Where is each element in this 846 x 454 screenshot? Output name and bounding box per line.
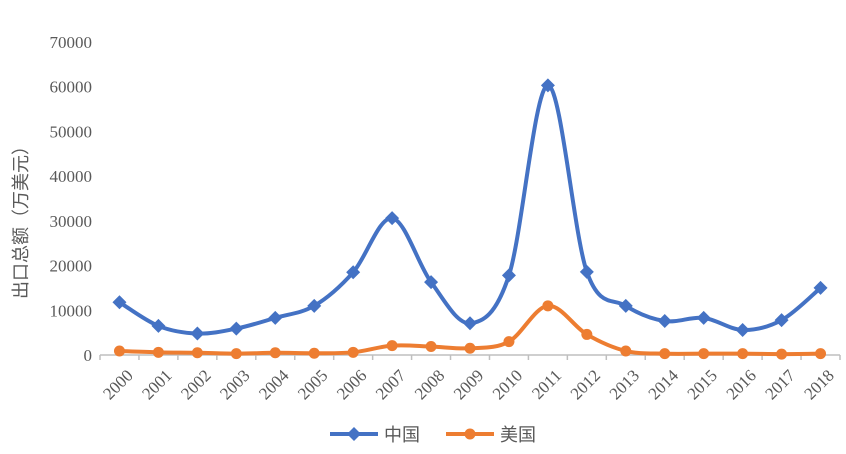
y-tick-label: 60000 <box>50 78 93 97</box>
x-tick-label: 2011 <box>528 366 565 403</box>
y-tick-label: 0 <box>84 346 93 365</box>
x-tick-label: 2001 <box>138 366 175 403</box>
data-point <box>191 347 203 359</box>
x-tick-label: 2018 <box>800 366 837 403</box>
data-point <box>542 300 554 312</box>
legend-marker <box>347 427 361 441</box>
y-tick-label: 10000 <box>50 301 93 320</box>
data-point <box>696 310 711 325</box>
x-tick-label: 2009 <box>450 366 487 403</box>
data-point <box>581 328 593 340</box>
legend: 中国 美国 <box>330 425 536 446</box>
y-tick-label: 20000 <box>50 257 93 276</box>
data-point <box>269 347 281 359</box>
x-tick-label: 2000 <box>99 366 136 403</box>
data-point <box>386 340 398 352</box>
series-line <box>118 83 822 336</box>
x-tick-label: 2012 <box>567 366 604 403</box>
data-point <box>737 348 749 360</box>
x-tick-label: 2016 <box>722 366 759 403</box>
data-point <box>190 326 205 341</box>
data-point <box>657 314 672 329</box>
data-point <box>229 321 244 336</box>
data-point <box>230 348 242 360</box>
data-point <box>152 346 164 358</box>
data-point <box>735 322 750 337</box>
data-point <box>501 268 516 283</box>
data-point <box>425 341 437 353</box>
data-point <box>776 348 788 360</box>
x-tick-label: 2005 <box>294 366 331 403</box>
data-point <box>347 346 359 358</box>
y-axis-label-group: 出口总额（万美元） <box>11 137 32 299</box>
x-tick-label: 2015 <box>684 366 721 403</box>
x-axis-ticks: 2000 2001 2002 2003 2004 2005 2006 2007 2008 2009… <box>99 355 841 404</box>
data-point <box>307 298 322 313</box>
legend-label: 中国 <box>384 425 420 446</box>
data-point <box>424 275 439 290</box>
x-tick-label: 2008 <box>411 366 448 403</box>
data-point <box>463 316 477 331</box>
data-point <box>346 265 361 280</box>
data-point <box>774 313 789 328</box>
data-point <box>815 348 827 360</box>
data-point <box>385 211 400 226</box>
x-tick-label: 2017 <box>761 366 799 404</box>
data-point <box>308 347 320 359</box>
data-point <box>579 264 594 279</box>
data-point <box>620 345 632 357</box>
x-tick-label: 2006 <box>333 366 370 403</box>
data-point <box>151 318 166 333</box>
series-2 <box>113 300 827 360</box>
legend-label: 美国 <box>500 425 536 446</box>
x-tick-label: 2014 <box>645 366 683 404</box>
legend-item: 中国 <box>330 425 420 446</box>
data-point <box>503 336 515 348</box>
x-tick-label: 2002 <box>177 366 214 403</box>
y-tick-label: 30000 <box>50 212 93 231</box>
data-point <box>268 310 283 325</box>
data-point <box>113 345 125 357</box>
series-1 <box>112 78 828 341</box>
y-tick-label: 70000 <box>50 33 93 52</box>
y-axis-label: 出口总额（万美元） <box>11 137 32 299</box>
series-layer <box>112 78 828 360</box>
x-tick-label: 2013 <box>606 366 643 403</box>
x-tick-label: 2003 <box>216 366 253 403</box>
data-point <box>659 348 671 360</box>
data-point <box>464 342 476 354</box>
y-tick-label: 50000 <box>50 122 93 141</box>
data-point <box>813 280 828 295</box>
y-tick-label: 40000 <box>50 167 93 186</box>
data-point <box>112 295 127 310</box>
legend-marker <box>464 428 476 440</box>
data-point <box>618 298 633 313</box>
legend-item: 美国 <box>446 425 536 446</box>
x-tick-label: 2004 <box>255 366 293 404</box>
x-tick-label: 2007 <box>372 366 410 404</box>
y-axis-ticks: 0 10000 20000 30000 40000 50000 60000 70000 <box>50 33 93 365</box>
x-tick-label: 2010 <box>489 366 526 403</box>
data-point <box>540 78 555 93</box>
data-point <box>698 348 710 360</box>
